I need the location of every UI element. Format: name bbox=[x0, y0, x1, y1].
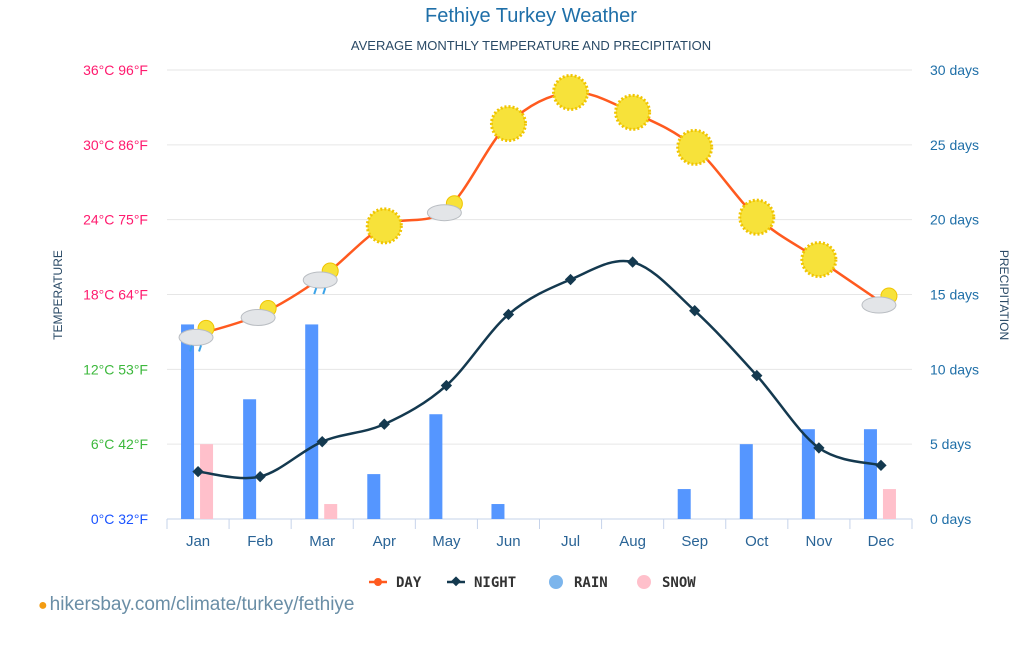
snow-bar bbox=[882, 489, 896, 519]
night-point bbox=[378, 418, 390, 430]
rain-drop-icon bbox=[313, 287, 318, 295]
cloud-icon bbox=[240, 308, 276, 326]
night-point bbox=[316, 436, 328, 448]
x-tick-label: May bbox=[432, 533, 461, 550]
day-line bbox=[197, 91, 882, 336]
sun-icon bbox=[676, 128, 714, 166]
legend-marker bbox=[637, 575, 651, 589]
night-point bbox=[875, 459, 887, 472]
rain-bar bbox=[429, 414, 443, 519]
left-tick-label: 36°C 96°F bbox=[83, 62, 148, 78]
right-tick-label: 30 days bbox=[930, 62, 979, 78]
x-tick-label: Jan bbox=[186, 533, 210, 550]
rain-bar bbox=[305, 324, 319, 519]
night-point bbox=[254, 470, 266, 483]
night-point bbox=[502, 308, 515, 321]
left-tick-label: 0°C 32°F bbox=[91, 511, 148, 527]
x-tick-label: Aug bbox=[619, 533, 646, 550]
legend-label-night: NIGHT bbox=[474, 575, 516, 591]
x-tick-label: Mar bbox=[309, 533, 335, 550]
x-tick-label: Apr bbox=[373, 533, 396, 550]
source-link[interactable]: ● hikersbay.com/climate/turkey/fethiye bbox=[38, 594, 355, 616]
chart-title: Fethiye Turkey Weather bbox=[425, 5, 637, 27]
sun-icon bbox=[800, 241, 838, 279]
rain-bar bbox=[739, 444, 753, 519]
left-tick-label: 18°C 64°F bbox=[83, 287, 148, 303]
cloud-icon bbox=[302, 271, 338, 289]
snow-bar bbox=[324, 504, 338, 519]
right-tick-label: 25 days bbox=[930, 137, 979, 153]
right-tick-label: 10 days bbox=[930, 361, 979, 377]
cloud-icon bbox=[178, 328, 214, 346]
night-point bbox=[626, 256, 639, 268]
right-tick-label: 0 days bbox=[930, 511, 971, 527]
night-point bbox=[813, 442, 825, 454]
cloud-icon bbox=[861, 296, 897, 314]
rain-bar bbox=[677, 489, 691, 519]
night-point bbox=[192, 465, 204, 478]
left-tick-label: 30°C 86°F bbox=[83, 137, 148, 153]
snow-bar bbox=[200, 444, 214, 519]
left-tick-label: 12°C 53°F bbox=[83, 361, 148, 377]
x-tick-label: Dec bbox=[868, 533, 895, 550]
legend-marker bbox=[374, 578, 382, 586]
night-point bbox=[689, 305, 701, 317]
x-tick-label: Feb bbox=[247, 533, 273, 550]
rain-bar bbox=[367, 474, 381, 519]
x-tick-label: Jul bbox=[561, 533, 580, 550]
right-tick-label: 20 days bbox=[930, 212, 979, 228]
rain-bar bbox=[801, 429, 815, 519]
night-point bbox=[751, 369, 763, 382]
sun-icon bbox=[614, 93, 652, 131]
chart-subtitle: AVERAGE MONTHLY TEMPERATURE AND PRECIPIT… bbox=[351, 38, 711, 53]
sun-icon bbox=[738, 198, 776, 236]
legend-marker bbox=[451, 576, 461, 587]
rain-drop-icon bbox=[322, 287, 327, 295]
right-tick-label: 15 days bbox=[930, 287, 979, 303]
night-point bbox=[564, 273, 577, 286]
sun-icon bbox=[489, 105, 527, 143]
left-tick-label: 6°C 42°F bbox=[91, 436, 148, 452]
source-text: hikersbay.com/climate/turkey/fethiye bbox=[49, 594, 355, 615]
cloud-icon bbox=[426, 204, 462, 222]
left-axis-title: TEMPERATURE bbox=[51, 250, 65, 340]
x-tick-label: Nov bbox=[806, 533, 833, 550]
x-tick-label: Jun bbox=[496, 533, 520, 550]
right-axis-title: PRECIPITATION bbox=[997, 250, 1011, 340]
location-pin-icon: ● bbox=[38, 597, 48, 614]
legend-label-rain: RAIN bbox=[574, 575, 608, 591]
night-point bbox=[440, 379, 453, 392]
x-tick-label: Sep bbox=[681, 533, 708, 550]
rain-bar bbox=[243, 399, 257, 519]
rain-drop-icon bbox=[198, 345, 202, 352]
rain-drop-icon bbox=[189, 345, 193, 352]
rain-bar bbox=[863, 429, 877, 519]
legend-label-day: DAY bbox=[396, 575, 422, 591]
x-tick-label: Oct bbox=[745, 533, 769, 550]
right-tick-label: 5 days bbox=[930, 436, 971, 452]
left-tick-label: 24°C 75°F bbox=[83, 212, 148, 228]
sun-icon bbox=[365, 207, 403, 245]
rain-bar bbox=[181, 324, 195, 519]
sun-icon bbox=[552, 73, 590, 111]
legend-marker bbox=[549, 575, 563, 589]
rain-bar bbox=[491, 504, 505, 519]
legend-label-snow: SNOW bbox=[662, 575, 696, 591]
